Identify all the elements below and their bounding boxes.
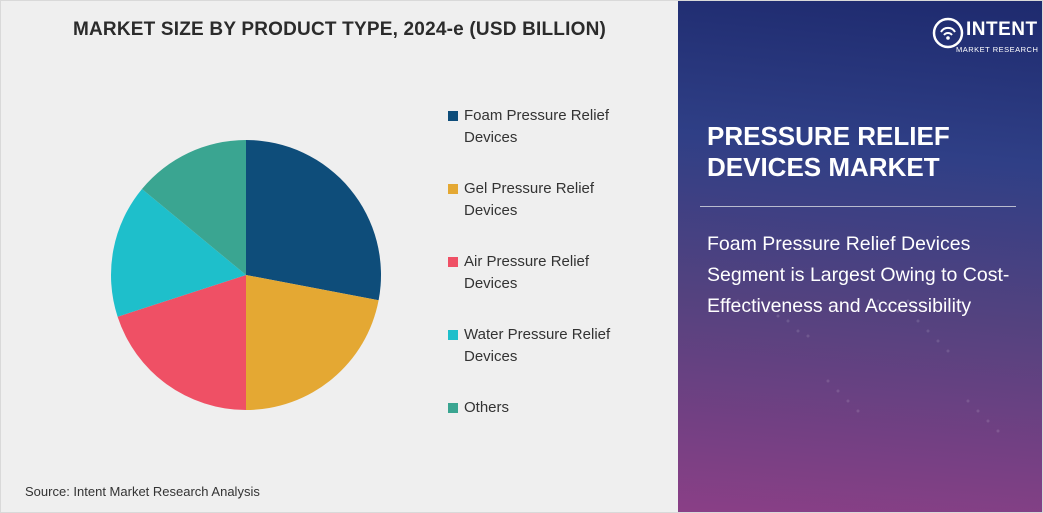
wifi-signal-icon	[932, 17, 964, 49]
chart-title: MARKET SIZE BY PRODUCT TYPE, 2024-e (USD…	[72, 19, 607, 40]
legend-item-air: Air Pressure Relief Devices	[448, 251, 658, 324]
legend-swatch-air	[448, 257, 458, 267]
brand-tagline: MARKET RESEARCH	[956, 45, 1039, 54]
pie-slice-gel	[246, 275, 379, 410]
legend-item-others: Others	[448, 397, 658, 470]
legend-item-gel: Gel Pressure Relief Devices	[448, 178, 658, 251]
legend-item-foam: Foam Pressure Relief Devices	[448, 105, 658, 178]
legend-label-gel-line2: Devices	[464, 202, 518, 219]
legend-swatch-others	[448, 403, 458, 413]
market-title: PRESSURE RELIEF DEVICES MARKET	[707, 121, 950, 182]
legend-swatch-gel	[448, 184, 458, 194]
summary-panel: INTENT MARKET RESEARCH PRESSURE RELIEF D…	[678, 1, 1042, 512]
legend-label-gel-line1: Gel Pressure Relief	[464, 180, 595, 197]
legend-label-foam-line1: Foam Pressure Relief	[464, 107, 610, 124]
pie-slice-air	[117, 275, 247, 410]
legend-item-water: Water Pressure Relief Devices	[448, 324, 658, 397]
panel-divider	[700, 206, 1016, 207]
legend-swatch-foam	[448, 111, 458, 121]
chart-panel: MARKET SIZE BY PRODUCT TYPE, 2024-e (USD…	[1, 1, 678, 512]
pie-slice-foam	[246, 140, 381, 301]
legend-swatch-water	[448, 330, 458, 340]
source-note: Source: Intent Market Research Analysis	[25, 484, 260, 499]
market-highlight: Foam Pressure Relief Devices Segment is …	[707, 233, 1010, 317]
legend-label-air-line2: Devices	[464, 275, 518, 292]
pie-slice-others	[141, 140, 246, 275]
chart-legend: Foam Pressure Relief Devices Gel Pressur…	[448, 105, 658, 470]
brand-name: INTENT	[966, 19, 1038, 40]
pie-slice-water	[111, 188, 246, 317]
legend-label-water-line2: Devices	[464, 348, 518, 365]
world-map-texture	[736, 299, 1000, 433]
brand-logo: INTENT MARKET RESEARCH	[932, 15, 1038, 59]
legend-label-water-line1: Water Pressure Relief	[464, 326, 611, 343]
legend-label-others-line1: Others	[464, 399, 510, 416]
legend-label-air-line1: Air Pressure Relief	[464, 253, 590, 270]
legend-label-foam-line2: Devices	[464, 129, 518, 146]
pie-chart	[111, 140, 381, 410]
